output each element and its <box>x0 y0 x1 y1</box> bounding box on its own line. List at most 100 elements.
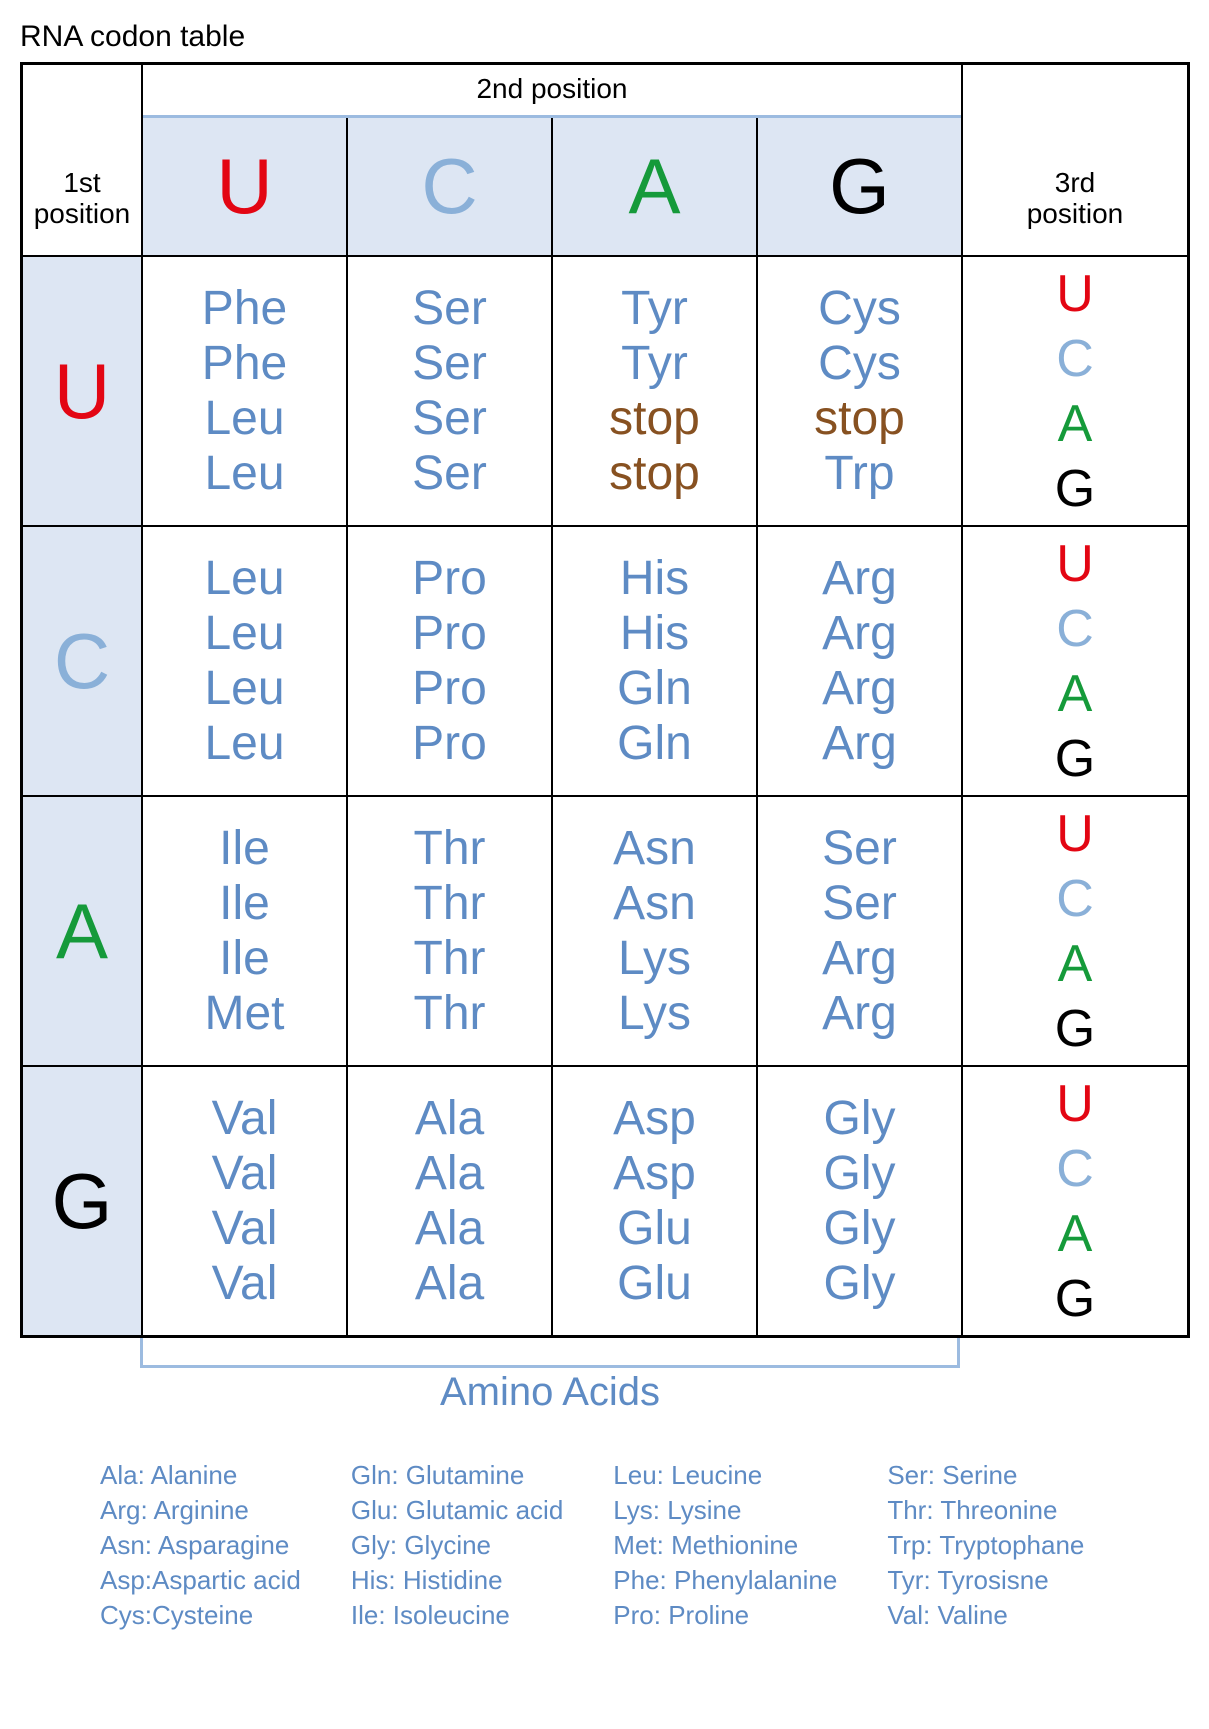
amino-Ser: Ser <box>412 446 487 501</box>
third-base-U: U <box>1056 1078 1094 1130</box>
amino-Leu: Leu <box>204 446 284 501</box>
cell-GC: AlaAlaAlaAla <box>346 1067 551 1335</box>
amino-Ile: Ile <box>219 821 270 876</box>
amino-Gly: Gly <box>824 1201 896 1256</box>
legend-item: Ser: Serine <box>887 1458 1084 1493</box>
third-base-G: G <box>1055 1003 1095 1055</box>
amino-Arg: Arg <box>822 551 897 606</box>
legend-col-0: Ala: AlanineArg: ArginineAsn: Asparagine… <box>100 1458 301 1633</box>
amino-Leu: Leu <box>204 606 284 661</box>
third-base-A: A <box>1058 938 1093 990</box>
amino-Ser: Ser <box>412 281 487 336</box>
legend-item: Lys: Lysine <box>613 1493 837 1528</box>
amino-Leu: Leu <box>204 716 284 771</box>
bracket-label: Amino Acids <box>140 1370 960 1415</box>
third-col-U: UCAG <box>963 257 1187 525</box>
cell-AG: SerSerArgArg <box>756 797 961 1065</box>
amino-Asp: Asp <box>613 1146 696 1201</box>
amino-Cys: Cys <box>818 336 901 391</box>
amino-Ser: Ser <box>822 821 897 876</box>
third-base-G: G <box>1055 463 1095 515</box>
amino-His: His <box>620 551 689 606</box>
legend-item: Val: Valine <box>887 1598 1084 1633</box>
amino-Ala: Ala <box>415 1201 484 1256</box>
third-col-C: UCAG <box>963 527 1187 795</box>
first-base-U: U <box>23 257 143 525</box>
table-title: RNA codon table <box>20 20 1189 54</box>
cell-UG: CysCysstopTrp <box>756 257 961 525</box>
cell-AA: AsnAsnLysLys <box>551 797 756 1065</box>
amino-Gly: Gly <box>824 1256 896 1311</box>
legend-col-1: Gln: GlutamineGlu: Glutamic acidGly: Gly… <box>351 1458 563 1633</box>
amino-Asn: Asn <box>613 821 696 876</box>
amino-Cys: Cys <box>818 281 901 336</box>
amino-Arg: Arg <box>822 606 897 661</box>
third-base-U: U <box>1056 808 1094 860</box>
amino-Glu: Glu <box>617 1201 692 1256</box>
legend-item: Asn: Asparagine <box>100 1528 301 1563</box>
legend-item: Phe: Phenylalanine <box>613 1563 837 1598</box>
legend-item: Gly: Glycine <box>351 1528 563 1563</box>
cell-AU: IleIleIleMet <box>143 797 346 1065</box>
row-C: CLeuLeuLeuLeuProProProProHisHisGlnGlnArg… <box>23 525 1187 795</box>
amino-Tyr: Tyr <box>621 281 688 336</box>
third-position-label: 3rdposition <box>963 65 1187 255</box>
legend-item: Thr: Threonine <box>887 1493 1084 1528</box>
third-base-A: A <box>1058 668 1093 720</box>
amino-Glu: Glu <box>617 1256 692 1311</box>
amino-Lys: Lys <box>618 931 691 986</box>
amino-stop: stop <box>609 446 700 501</box>
legend-item: Pro: Proline <box>613 1598 837 1633</box>
row-A: AIleIleIleMetThrThrThrThrAsnAsnLysLysSer… <box>23 795 1187 1065</box>
amino-Pro: Pro <box>412 716 487 771</box>
cell-UC: SerSerSerSer <box>346 257 551 525</box>
legend-item: Cys:Cysteine <box>100 1598 301 1633</box>
amino-Val: Val <box>212 1091 278 1146</box>
legend-item: Leu: Leucine <box>613 1458 837 1493</box>
amino-Pro: Pro <box>412 551 487 606</box>
third-base-C: C <box>1056 333 1094 385</box>
legend-item: Ile: Isoleucine <box>351 1598 563 1633</box>
amino-Phe: Phe <box>202 336 287 391</box>
amino-Thr: Thr <box>414 821 486 876</box>
amino-Ile: Ile <box>219 876 270 931</box>
amino-Gly: Gly <box>824 1146 896 1201</box>
amino-Ala: Ala <box>415 1256 484 1311</box>
amino-Gly: Gly <box>824 1091 896 1146</box>
third-base-U: U <box>1056 538 1094 590</box>
amino-Arg: Arg <box>822 661 897 716</box>
amino-Pro: Pro <box>412 661 487 716</box>
second-base-C: C <box>346 118 551 255</box>
amino-Thr: Thr <box>414 876 486 931</box>
codon-table: 1stposition 2nd position UCAG 3rdpositio… <box>20 62 1190 1338</box>
amino-stop: stop <box>609 391 700 446</box>
amino-Val: Val <box>212 1146 278 1201</box>
amino-Phe: Phe <box>202 281 287 336</box>
third-base-C: C <box>1056 1143 1094 1195</box>
legend-item: Asp:Aspartic acid <box>100 1563 301 1598</box>
amino-Met: Met <box>204 986 284 1041</box>
third-base-A: A <box>1058 398 1093 450</box>
legend: Ala: AlanineArg: ArginineAsn: Asparagine… <box>100 1458 1189 1633</box>
third-base-G: G <box>1055 1273 1095 1325</box>
cell-CA: HisHisGlnGln <box>551 527 756 795</box>
amino-Leu: Leu <box>204 661 284 716</box>
row-G: GValValValValAlaAlaAlaAlaAspAspGluGluGly… <box>23 1065 1187 1335</box>
third-base-U: U <box>1056 268 1094 320</box>
amino-Arg: Arg <box>822 986 897 1041</box>
legend-item: Glu: Glutamic acid <box>351 1493 563 1528</box>
amino-Tyr: Tyr <box>621 336 688 391</box>
third-col-G: UCAG <box>963 1067 1187 1335</box>
cell-CG: ArgArgArgArg <box>756 527 961 795</box>
amino-Thr: Thr <box>414 931 486 986</box>
legend-item: Ala: Alanine <box>100 1458 301 1493</box>
amino-acids-bracket: Amino Acids <box>20 1338 1190 1418</box>
legend-item: His: Histidine <box>351 1563 563 1598</box>
first-base-C: C <box>23 527 143 795</box>
third-col-A: UCAG <box>963 797 1187 1065</box>
amino-Leu: Leu <box>204 551 284 606</box>
third-base-A: A <box>1058 1208 1093 1260</box>
amino-Pro: Pro <box>412 606 487 661</box>
legend-col-3: Ser: SerineThr: ThreonineTrp: Tryptophan… <box>887 1458 1084 1633</box>
cell-CU: LeuLeuLeuLeu <box>143 527 346 795</box>
